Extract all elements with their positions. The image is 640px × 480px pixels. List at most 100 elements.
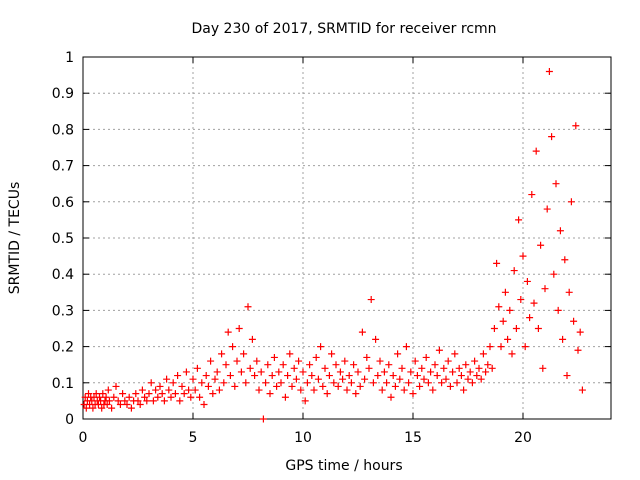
data-point [112, 382, 120, 390]
data-point [82, 404, 90, 412]
data-point [420, 375, 428, 383]
y-tick-label: 0.8 [52, 122, 74, 138]
data-point [444, 357, 452, 365]
data-point [108, 404, 116, 412]
data-point [387, 393, 395, 401]
data-point [545, 67, 553, 75]
data-point [501, 288, 509, 296]
data-point [325, 372, 333, 380]
data-point [356, 382, 364, 390]
data-point [550, 270, 558, 278]
data-point [372, 335, 380, 343]
data-point [116, 401, 124, 409]
data-point [334, 382, 342, 390]
data-point [332, 361, 340, 369]
data-point [255, 386, 263, 394]
data-point [433, 372, 441, 380]
data-point [407, 368, 415, 376]
data-point [515, 216, 523, 224]
data-point [449, 368, 457, 376]
y-tick-label: 0.9 [52, 86, 74, 102]
data-point [530, 299, 538, 307]
data-point [99, 390, 107, 398]
data-point [323, 390, 331, 398]
data-point [224, 328, 232, 336]
axis-ticks: 00.10.20.30.40.50.60.70.80.910 5 10 15 20 [52, 50, 611, 446]
data-point [149, 397, 157, 405]
data-point [169, 379, 177, 387]
data-point [268, 372, 276, 380]
data-point [295, 357, 303, 365]
data-point [288, 382, 296, 390]
x-tick-label: 10 [294, 430, 312, 446]
data-point [143, 397, 151, 405]
data-point [570, 317, 578, 325]
data-point [317, 343, 325, 351]
data-point [138, 386, 146, 394]
data-point [477, 375, 485, 383]
data-point [180, 390, 188, 398]
data-point [251, 372, 259, 380]
data-point [270, 353, 278, 361]
data-point [321, 364, 329, 372]
data-point [576, 328, 584, 336]
data-point [385, 361, 393, 369]
data-point [281, 393, 289, 401]
data-point [510, 267, 518, 275]
data-point [229, 343, 237, 351]
data-point [512, 325, 520, 332]
y-tick-label: 0.5 [52, 231, 74, 247]
data-point [127, 404, 135, 412]
data-point [248, 335, 256, 343]
data-point [394, 350, 402, 358]
data-point [345, 372, 353, 380]
data-point [218, 350, 226, 358]
data-point [574, 346, 582, 354]
data-point [189, 375, 197, 383]
data-point [554, 306, 562, 314]
data-point [204, 382, 212, 390]
data-point [350, 361, 358, 369]
data-point [466, 368, 474, 376]
data-point [424, 379, 432, 387]
data-point [462, 361, 470, 369]
data-point [273, 382, 281, 390]
data-point [471, 357, 479, 365]
data-point [330, 379, 338, 387]
data-point [528, 191, 536, 199]
data-point [363, 353, 371, 361]
data-point [413, 372, 421, 380]
data-point [453, 379, 461, 387]
data-point [182, 368, 190, 376]
data-point [352, 390, 360, 398]
data-point [396, 375, 404, 383]
data-point [534, 325, 542, 332]
data-point [438, 379, 446, 387]
data-point [237, 368, 245, 376]
data-point [402, 343, 410, 351]
data-point [416, 382, 424, 390]
data-point [125, 393, 133, 401]
data-point [96, 393, 103, 401]
data-point [563, 372, 571, 380]
data-point [200, 401, 208, 409]
data-point [526, 314, 534, 322]
data-point [119, 390, 127, 398]
data-point [455, 364, 463, 372]
data-point [233, 357, 241, 365]
data-point [105, 397, 113, 405]
data-point [185, 386, 193, 394]
data-point [198, 379, 206, 387]
data-point [561, 256, 569, 264]
grid [83, 57, 611, 419]
data-point [207, 357, 215, 365]
data-point [347, 379, 355, 387]
data-point [354, 368, 362, 376]
data-point [541, 285, 549, 293]
y-tick-label: 0.6 [52, 195, 74, 211]
data-point [92, 390, 100, 398]
data-point [517, 296, 525, 304]
data-point [479, 350, 487, 358]
data-point [319, 382, 327, 390]
data-point [85, 390, 92, 398]
